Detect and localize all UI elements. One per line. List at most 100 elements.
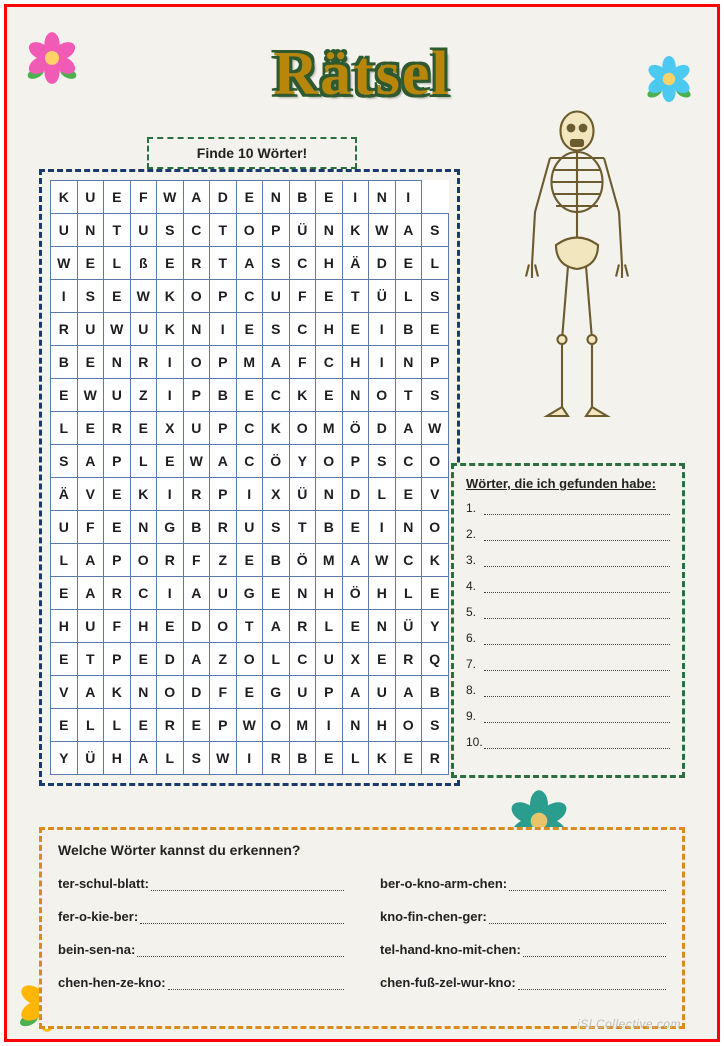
grid-cell: Ö [342, 577, 369, 610]
grid-cell: H [369, 577, 396, 610]
grid-cell: L [369, 478, 396, 511]
grid-cell: X [263, 478, 290, 511]
grid-cell: W [369, 544, 396, 577]
grid-cell: K [369, 742, 396, 775]
grid-cell: T [236, 610, 263, 643]
grid-cell: S [51, 445, 78, 478]
grid-cell: E [183, 709, 210, 742]
grid-cell: L [342, 742, 369, 775]
grid-cell: ß [130, 247, 157, 280]
scramble-item: chen-hen-ze-kno: [58, 975, 344, 990]
grid-cell: Ü [369, 280, 396, 313]
grid-cell: T [210, 247, 237, 280]
grid-cell: S [422, 379, 449, 412]
grid-cell: N [289, 577, 316, 610]
grid-cell: I [316, 709, 343, 742]
grid-cell: T [104, 214, 131, 247]
grid-cell: U [77, 181, 104, 214]
grid-cell: E [104, 181, 131, 214]
instruction-banner: Finde 10 Wörter! [147, 137, 357, 169]
grid-cell: Y [422, 610, 449, 643]
grid-cell: C [183, 214, 210, 247]
grid-cell: A [395, 214, 422, 247]
grid-cell: E [77, 247, 104, 280]
grid-cell: R [104, 577, 131, 610]
grid-cell: C [395, 544, 422, 577]
grid-cell: P [104, 445, 131, 478]
grid-cell: E [77, 346, 104, 379]
grid-cell: F [77, 511, 104, 544]
grid-cell: D [369, 247, 396, 280]
grid-cell: P [422, 346, 449, 379]
grid-cell: E [51, 643, 78, 676]
grid-cell: I [369, 511, 396, 544]
grid-cell: N [342, 379, 369, 412]
grid-cell: K [51, 181, 78, 214]
grid-cell: H [316, 577, 343, 610]
grid-cell: B [289, 742, 316, 775]
grid-cell: X [342, 643, 369, 676]
found-words-lines: 1.2.3.4.5.6.7.8.9.10. [466, 501, 670, 749]
grid-cell: U [263, 280, 290, 313]
grid-cell: L [263, 643, 290, 676]
grid-cell: O [236, 214, 263, 247]
found-word-line: 4. [466, 579, 670, 593]
grid-cell: T [77, 643, 104, 676]
grid-cell: F [183, 544, 210, 577]
grid-cell: R [130, 346, 157, 379]
skeleton-illustration [499, 107, 655, 437]
grid-cell: E [236, 313, 263, 346]
found-word-line: 6. [466, 631, 670, 645]
grid-cell: E [342, 610, 369, 643]
watermark-text: iSLCollective.com [577, 1017, 681, 1031]
grid-cell: R [104, 412, 131, 445]
grid-cell: U [130, 214, 157, 247]
found-word-line: 7. [466, 657, 670, 671]
grid-cell: L [316, 610, 343, 643]
grid-cell: I [157, 577, 184, 610]
grid-cell: E [316, 181, 343, 214]
grid-cell: W [77, 379, 104, 412]
grid-cell: U [77, 313, 104, 346]
grid-cell: R [289, 610, 316, 643]
grid-cell: L [157, 742, 184, 775]
grid-cell: L [395, 280, 422, 313]
grid-cell: C [130, 577, 157, 610]
grid-cell: E [236, 544, 263, 577]
grid-cell: E [51, 379, 78, 412]
grid-cell: W [422, 412, 449, 445]
grid-cell: E [422, 577, 449, 610]
grid-cell: O [210, 610, 237, 643]
grid-cell: K [422, 544, 449, 577]
grid-cell: O [130, 544, 157, 577]
grid-cell: H [342, 346, 369, 379]
grid-cell: N [130, 676, 157, 709]
grid-cell: H [316, 313, 343, 346]
grid-cell: V [77, 478, 104, 511]
grid-cell: D [157, 643, 184, 676]
grid-cell: E [395, 742, 422, 775]
grid-cell: E [51, 709, 78, 742]
page-title: Rätsel [7, 39, 717, 110]
grid-cell: N [130, 511, 157, 544]
grid-cell: T [210, 214, 237, 247]
grid-cell: F [104, 610, 131, 643]
grid-cell: H [130, 610, 157, 643]
grid-cell: S [422, 280, 449, 313]
grid-cell: E [316, 379, 343, 412]
grid-cell: Ö [263, 445, 290, 478]
grid-cell: U [183, 412, 210, 445]
grid-cell: B [289, 181, 316, 214]
grid-cell: E [77, 412, 104, 445]
grid-cell: R [183, 247, 210, 280]
grid-cell: F [289, 280, 316, 313]
grid-cell: T [395, 379, 422, 412]
scramble-item: tel-hand-kno-mit-chen: [380, 942, 666, 957]
found-words-box: Wörter, die ich gefunden habe: 1.2.3.4.5… [451, 463, 685, 778]
grid-cell: B [395, 313, 422, 346]
grid-cell: G [236, 577, 263, 610]
grid-cell: E [104, 280, 131, 313]
grid-cell: N [316, 478, 343, 511]
grid-cell: H [104, 742, 131, 775]
grid-cell: R [210, 511, 237, 544]
